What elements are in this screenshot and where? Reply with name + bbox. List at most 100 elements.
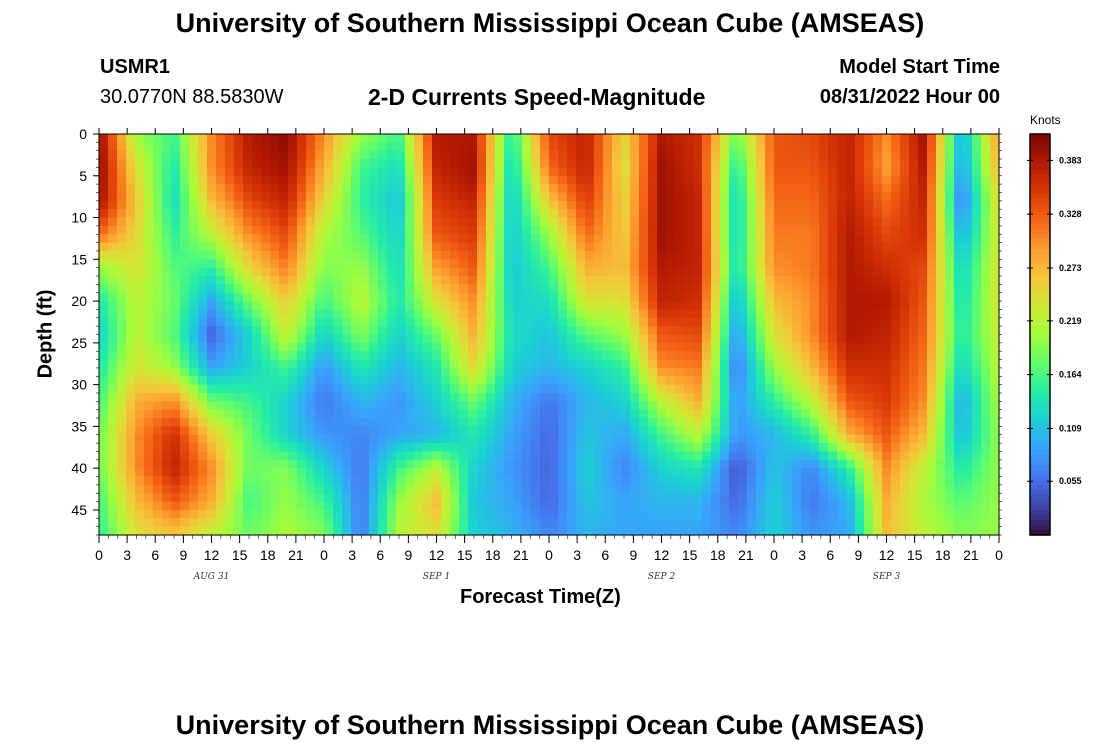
heatmap-cell [540,468,550,478]
heatmap-cell [585,359,595,369]
heatmap-cell [540,259,550,269]
heatmap-cell [441,276,451,285]
heatmap-cell [585,276,595,285]
heatmap-cell [513,184,523,194]
heatmap-cell [423,401,433,411]
heatmap-cell [117,418,127,427]
heatmap-cell [621,209,631,219]
heatmap-cell [342,526,352,536]
heatmap-cell [513,451,523,461]
heatmap-cell [180,175,190,185]
heatmap-cell [711,509,721,519]
heatmap-cell [135,451,145,461]
heatmap-cell [981,242,991,252]
heatmap-cell [261,167,271,177]
heatmap-cell [558,134,568,143]
heatmap-cell [360,326,370,336]
heatmap-cell [648,150,658,160]
heatmap-cell [711,217,721,227]
heatmap-cell [324,292,334,302]
heatmap-cell [450,351,460,361]
heatmap-cell [936,301,946,311]
heatmap-cell [855,367,865,377]
heatmap-cell [963,192,973,202]
heatmap-cell [405,326,415,336]
heatmap-cell [936,401,946,411]
heatmap-cell [603,334,613,344]
heatmap-cell [891,459,901,469]
heatmap-cell [873,359,883,369]
heatmap-cell [873,284,883,294]
heatmap-cell [477,326,487,336]
heatmap-cell [513,342,523,352]
heatmap-cell [405,234,415,244]
heatmap-cell [495,518,505,528]
heatmap-cell [108,418,118,427]
heatmap-cell [468,342,478,352]
heatmap-cell [612,142,622,152]
heatmap-cell [819,234,829,244]
heatmap-cell [945,493,955,503]
heatmap-cell [279,384,289,394]
heatmap-cell [522,326,532,336]
heatmap-cell [288,426,298,436]
heatmap-cell [162,200,172,210]
heatmap-cell [639,142,649,152]
heatmap-cell [243,225,253,235]
heatmap-cell [180,159,190,169]
heatmap-cell [522,501,532,511]
heatmap-cell [981,334,991,344]
heatmap-cell [792,367,802,377]
heatmap-cell [846,134,856,143]
heatmap-cell [837,150,847,160]
heatmap-cell [882,401,892,411]
heatmap-cell [747,142,757,152]
heatmap-cell [180,476,190,486]
heatmap-cell [243,192,253,202]
heatmap-cell [288,267,298,277]
heatmap-cell [585,175,595,185]
heatmap-cell [351,184,361,194]
heatmap-cell [981,426,991,436]
heatmap-cell [909,334,919,344]
heatmap-cell [819,509,829,519]
heatmap-cell [531,167,541,177]
heatmap-cell [378,301,388,311]
heatmap-cell [639,493,649,503]
heatmap-cell [333,493,343,503]
heatmap-cell [738,351,748,361]
heatmap-cell [324,384,334,394]
heatmap-cell [936,342,946,352]
heatmap-cell [423,267,433,277]
heatmap-cell [378,501,388,511]
heatmap-cell [405,334,415,344]
heatmap-cell [837,351,847,361]
heatmap-cell [927,167,937,177]
heatmap-cell [369,484,379,494]
heatmap-cell [315,484,325,494]
heatmap-cell [603,200,613,210]
heatmap-cell [612,509,622,519]
heatmap-cell [918,418,928,427]
heatmap-cell [576,501,586,511]
heatmap-cell [261,526,271,536]
heatmap-cell [126,342,136,352]
heatmap-cell [324,351,334,361]
heatmap-cell [396,292,406,302]
heatmap-cell [306,426,316,436]
heatmap-cell [351,134,361,143]
heatmap-cell [828,259,838,269]
heatmap-cell [576,334,586,344]
heatmap-cell [882,351,892,361]
heatmap-cell [387,476,397,486]
heatmap-cell [720,276,730,285]
heatmap-cell [738,443,748,453]
heatmap-cell [207,217,217,227]
heatmap-cell [522,351,532,361]
heatmap-cell [567,342,577,352]
heatmap-cell [468,167,478,177]
heatmap-cell [810,184,820,194]
heatmap-cell [459,142,469,152]
heatmap-cell [954,250,964,260]
chart-title-top: University of Southern Mississippi Ocean… [175,8,925,38]
